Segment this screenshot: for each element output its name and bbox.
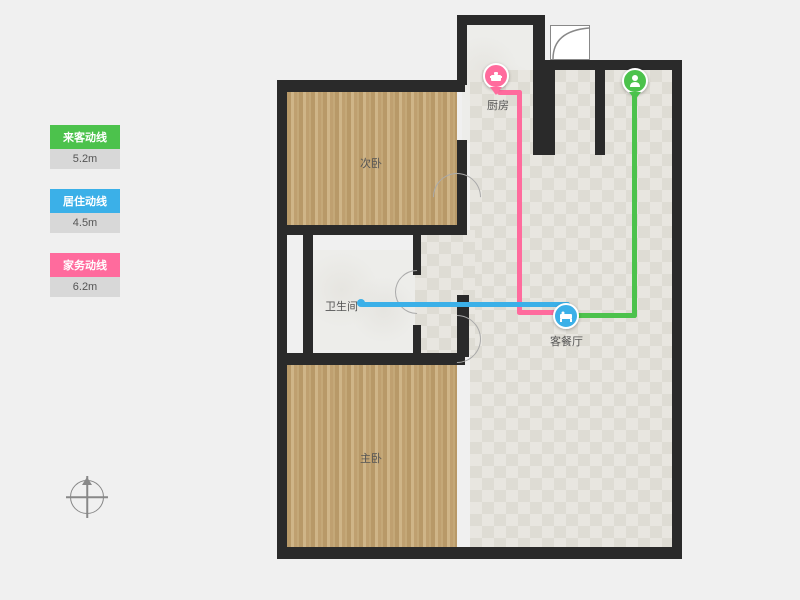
legend-value: 5.2m	[50, 149, 120, 169]
legend-panel: 来客动线 5.2m 居住动线 4.5m 家务动线 6.2m	[50, 125, 120, 317]
room-label-bathroom: 卫生间	[325, 298, 358, 314]
legend-value: 6.2m	[50, 277, 120, 297]
legend-label: 居住动线	[50, 189, 120, 213]
legend-item-resident: 居住动线 4.5m	[50, 189, 120, 233]
bed-marker-icon	[553, 303, 579, 329]
legend-item-housework: 家务动线 6.2m	[50, 253, 120, 297]
room-label-master-bedroom: 主卧	[360, 450, 382, 466]
path-visitor	[632, 93, 637, 318]
path-endpoint-icon	[357, 299, 365, 307]
path-housework	[517, 90, 522, 315]
legend-label: 来客动线	[50, 125, 120, 149]
legend-label: 家务动线	[50, 253, 120, 277]
pot-marker-icon	[483, 63, 509, 89]
room-label-living: 客餐厅	[550, 333, 583, 349]
room-label-kitchen: 厨房	[487, 97, 509, 113]
room-label-second-bedroom: 次卧	[360, 155, 382, 171]
legend-value: 4.5m	[50, 213, 120, 233]
path-housework	[517, 310, 557, 315]
person-marker-icon	[622, 68, 648, 94]
legend-item-visitor: 来客动线 5.2m	[50, 125, 120, 169]
window-icon	[550, 25, 590, 60]
compass-icon	[70, 480, 104, 514]
floorplan: .marker-pin[data-name="person-marker-ico…	[265, 15, 685, 575]
path-resident	[360, 302, 570, 307]
